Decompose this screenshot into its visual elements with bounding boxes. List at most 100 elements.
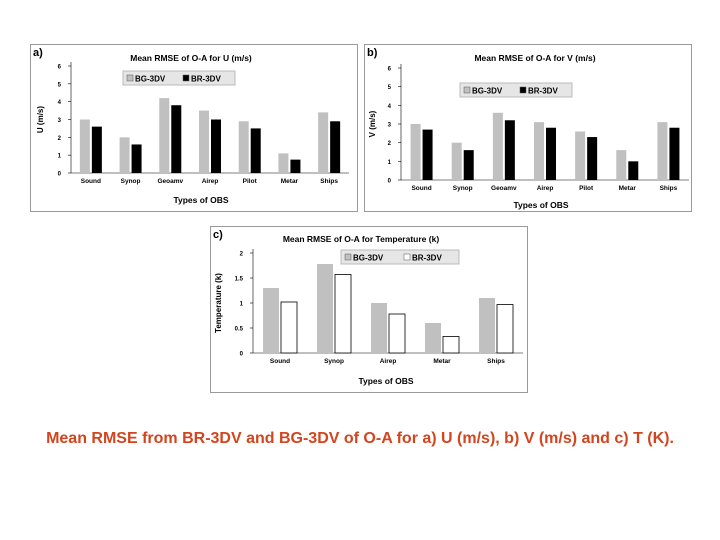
chart-0-bar-br-5 [290, 159, 301, 173]
chart-2-bar-br-3 [442, 336, 460, 354]
chart-2-bar-bg-4 [479, 298, 495, 353]
chart-2-y-tick-label-1: 0.5 [235, 327, 244, 333]
chart-0-x-tick-label-4: Pilot [243, 178, 258, 185]
chart-0-bar-bg-1 [119, 137, 130, 173]
chart-1-bar-bg-5 [616, 150, 627, 180]
chart-2-y-tick-label-3: 1.5 [235, 277, 244, 283]
chart-1-y-tick-label-6: 6 [388, 67, 392, 73]
chart-0-legend-swatch-0 [126, 74, 134, 82]
chart-1-bar-bg-4 [575, 131, 586, 180]
chart-1-y-axis-label: V (m/s) [368, 110, 377, 137]
chart-2-bar-br-2 [388, 313, 406, 354]
chart-2-y-tick-label-0: 0 [240, 352, 244, 358]
chart-2-title: Mean RMSE of O-A for Temperature (k) [283, 234, 439, 244]
chart-1-bar-br-1 [463, 150, 474, 180]
chart-1-bar-bg-2 [492, 112, 503, 180]
chart-0-y-tick-label-0: 0 [58, 172, 62, 178]
chart-0-legend-swatch-1 [182, 74, 190, 82]
chart-1-bar-br-6 [669, 127, 680, 180]
chart-0-legend-label-1: BR-3DV [191, 75, 221, 84]
panel-label-a: a) [33, 47, 43, 59]
chart-panel-u: Mean RMSE of O-A for U (m/s) BG-3DV BR-3DV… [30, 44, 358, 212]
chart-0-legend-label-0: BG-3DV [135, 75, 166, 84]
chart-1-y-tick-label-4: 4 [388, 104, 392, 110]
chart-0-y-tick-label-2: 2 [58, 136, 62, 142]
chart-1-y-tick-label-5: 5 [388, 85, 392, 91]
chart-1-x-tick-label-4: Pilot [579, 185, 594, 192]
chart-0-bar-bg-6 [318, 112, 329, 173]
chart-1-bar-br-2 [504, 120, 515, 180]
chart-2-bar-br-1 [334, 274, 352, 354]
panel-label-b: b) [367, 47, 378, 59]
chart-0-bar-br-6 [330, 121, 341, 173]
chart-0-x-tick-label-2: Geoamv [157, 178, 183, 185]
chart-1-x-axis-label: Types of OBS [513, 200, 568, 210]
chart-1-x-tick-label-1: Synop [453, 185, 473, 192]
chart-1-legend-box [459, 82, 573, 98]
chart-0-legend-box [122, 70, 236, 86]
chart-1-y-tick-label-3: 3 [388, 123, 392, 129]
chart-1-legend-swatch-0 [463, 86, 471, 94]
chart-2-x-axis-label: Types of OBS [358, 376, 413, 386]
chart-1-bar-bg-3 [534, 122, 544, 180]
chart-1-x-tick-label-5: Metar [619, 185, 637, 192]
chart-1-y-tick-label-1: 1 [388, 160, 392, 166]
chart-0-x-tick-label-0: Sound [81, 178, 101, 185]
chart-0-y-tick-label-4: 4 [58, 100, 62, 106]
chart-temperature-svg: Mean RMSE of O-A for Temperature (k) BG-3… [214, 234, 523, 386]
chart-2-bar-br-4 [496, 304, 514, 354]
chart-1-x-tick-label-2: Geoamv [491, 185, 517, 192]
chart-1-title: Mean RMSE of O-A for V (m/s) [474, 53, 595, 63]
chart-0-y-tick-label-1: 1 [58, 154, 62, 160]
chart-0-x-tick-label-1: Synop [121, 178, 141, 185]
chart-2-y-tick-label-2: 1 [240, 302, 244, 308]
chart-0-bar-br-1 [131, 144, 142, 173]
chart-0-x-tick-label-3: Airep [202, 178, 219, 185]
chart-2-bar-bg-1 [317, 264, 333, 353]
chart-2-y-tick-label-4: 2 [240, 252, 244, 258]
chart-1-bar-bg-0 [410, 124, 421, 180]
chart-0-x-tick-label-5: Metar [281, 178, 299, 185]
chart-2-bar-bg-2 [371, 303, 387, 353]
chart-0-bar-br-4 [250, 128, 261, 173]
chart-1-y-tick-label-2: 2 [388, 141, 392, 147]
chart-2-bar-bg-3 [425, 323, 441, 353]
panel-label-c: c) [213, 229, 223, 241]
chart-1-x-tick-label-3: Airep [537, 185, 554, 192]
chart-1-legend-label-1: BR-3DV [528, 87, 558, 96]
chart-2-x-tick-label-2: Airep [380, 358, 397, 365]
chart-0-bar-bg-4 [238, 121, 249, 173]
chart-1-bar-br-5 [628, 161, 639, 180]
chart-2-legend-label-0: BG-3DV [353, 254, 384, 263]
chart-2-legend-label-1: BR-3DV [412, 254, 442, 263]
chart-panel-v: Mean RMSE of O-A for V (m/s) BG-3DV BR-3DV… [364, 44, 692, 212]
chart-0-y-tick-label-3: 3 [58, 118, 62, 124]
chart-0-bar-br-3 [211, 119, 221, 173]
chart-v-svg: Mean RMSE of O-A for V (m/s) BG-3DV BR-3DV… [368, 53, 689, 210]
chart-2-bar-bg-0 [263, 288, 279, 353]
chart-u-svg: Mean RMSE of O-A for U (m/s) BG-3DV BR-3DV… [36, 53, 349, 205]
chart-2-x-tick-label-0: Sound [270, 358, 290, 365]
chart-0-x-axis-label: Types of OBS [173, 195, 228, 205]
chart-0-title: Mean RMSE of O-A for U (m/s) [130, 53, 252, 63]
chart-2-y-axis-label: Temperature (k) [214, 273, 223, 333]
chart-0-x-tick-label-6: Ships [320, 178, 338, 185]
chart-0-bar-br-0 [91, 126, 102, 173]
chart-1-bar-br-0 [422, 129, 433, 180]
chart-1-legend-label-0: BG-3DV [472, 87, 503, 96]
chart-1-bar-bg-1 [451, 142, 462, 180]
chart-2-legend-swatch-0 [344, 253, 352, 261]
chart-0-bar-bg-5 [278, 153, 289, 173]
chart-2-x-tick-label-1: Synop [324, 358, 344, 365]
chart-1-bar-br-4 [587, 137, 598, 180]
chart-1-x-tick-label-0: Sound [411, 185, 431, 192]
chart-2-x-tick-label-4: Ships [487, 358, 505, 365]
chart-1-bar-br-3 [546, 127, 556, 180]
chart-0-y-axis-label: U (m/s) [36, 106, 45, 133]
chart-2-bar-br-0 [280, 301, 298, 354]
chart-0-bar-br-2 [171, 105, 182, 173]
chart-0-y-tick-label-5: 5 [58, 82, 62, 88]
chart-2-x-tick-label-3: Metar [433, 358, 451, 365]
chart-0-bar-bg-0 [79, 119, 90, 173]
chart-1-y-tick-label-0: 0 [388, 179, 392, 185]
